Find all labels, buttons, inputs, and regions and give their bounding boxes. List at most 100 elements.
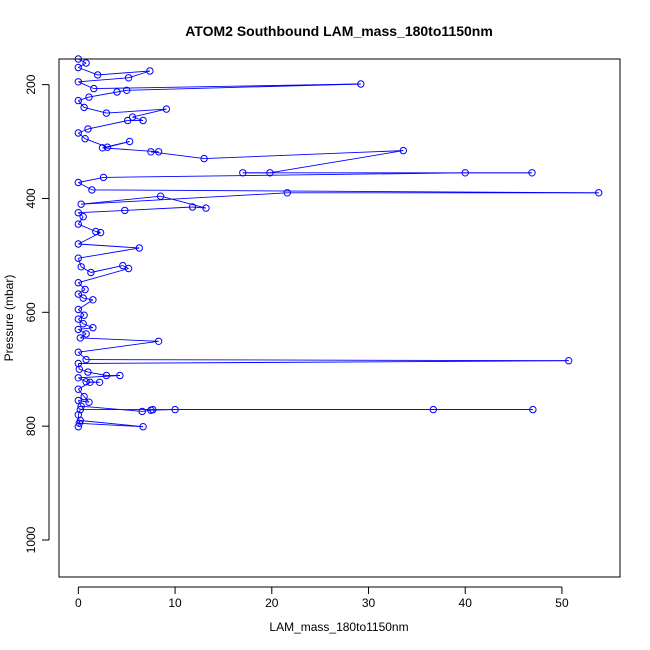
series-segment	[93, 83, 361, 90]
data-point	[82, 59, 90, 67]
x-tick-label: 20	[265, 596, 279, 610]
data-point	[399, 146, 407, 155]
data-point	[146, 67, 154, 75]
series-segment	[78, 360, 569, 364]
series-segment	[107, 141, 130, 148]
series-segment	[77, 216, 84, 225]
data-point	[529, 405, 537, 414]
data-point	[102, 109, 111, 117]
series-segment	[79, 422, 144, 428]
data-point	[74, 63, 83, 72]
series-segment	[132, 108, 167, 118]
data-point	[80, 103, 88, 112]
series-segment	[103, 172, 466, 178]
series-segment	[78, 381, 91, 390]
data-point	[84, 368, 92, 376]
data-point	[138, 407, 146, 416]
data-point	[85, 93, 93, 101]
series-segment	[78, 299, 94, 310]
data-point	[429, 405, 437, 414]
series-segment	[95, 231, 101, 234]
series-segment	[78, 327, 93, 330]
plot-area	[74, 55, 603, 431]
series-segment	[150, 151, 205, 160]
x-axis: 0 10 20 30 40 50	[75, 586, 569, 610]
series-segment	[132, 116, 144, 121]
data-point	[99, 173, 108, 182]
series-segment	[78, 377, 87, 383]
series-segment	[81, 405, 143, 412]
data-point	[77, 263, 85, 271]
series-segment	[78, 77, 129, 83]
series-segment	[78, 268, 129, 284]
data-point	[74, 359, 83, 368]
data-point	[154, 148, 163, 156]
data-point	[147, 148, 155, 156]
series-segment	[78, 182, 93, 191]
y-tick-label: 800	[24, 416, 38, 436]
data-point	[528, 169, 536, 177]
data-point	[121, 206, 129, 215]
series-segment	[77, 282, 86, 290]
series-segment	[83, 323, 94, 329]
data-point	[74, 129, 83, 137]
series-segment	[78, 81, 94, 90]
data-point	[82, 330, 90, 338]
y-tick-label: 600	[24, 302, 38, 322]
y-axis-label: Pressure (mbar)	[2, 275, 16, 362]
series-segment	[102, 147, 159, 153]
x-tick-label: 10	[168, 596, 182, 610]
data-point	[119, 261, 127, 270]
series-segment	[78, 128, 89, 134]
data-point	[139, 116, 147, 125]
series-segment	[77, 258, 82, 267]
data-point	[266, 169, 274, 177]
series-segment	[78, 58, 87, 64]
data-point	[76, 405, 85, 414]
data-point	[87, 268, 95, 277]
series-segment	[78, 243, 140, 249]
series-segment	[124, 206, 193, 211]
data-point	[88, 186, 96, 194]
y-axis: 200 400 600 800 1000	[24, 74, 50, 553]
data-point	[74, 78, 83, 86]
series-segment	[77, 388, 85, 397]
series-segment	[150, 409, 176, 411]
data-point	[147, 406, 155, 414]
series-segment	[78, 340, 159, 353]
data-point	[74, 411, 83, 419]
series-segment	[90, 265, 123, 273]
series-segment	[83, 297, 93, 301]
series-segment	[78, 96, 90, 102]
data-point	[171, 405, 179, 414]
data-point	[74, 396, 83, 405]
data-point	[79, 294, 87, 302]
series-segment	[83, 396, 90, 403]
data-point	[124, 264, 133, 273]
data-point	[81, 135, 89, 143]
x-tick-label: 40	[459, 596, 473, 610]
data-point	[188, 203, 197, 211]
data-point	[74, 178, 83, 187]
data-point	[77, 402, 85, 410]
y-tick-label: 400	[24, 188, 38, 208]
y-tick-label: 1000	[24, 526, 38, 553]
series-segment	[77, 351, 87, 360]
data-point	[200, 154, 208, 163]
data-point	[156, 192, 165, 200]
data-point	[135, 244, 144, 252]
series-segment	[77, 414, 80, 424]
series-segment	[78, 132, 86, 140]
data-point	[103, 143, 112, 151]
data-point	[74, 325, 83, 334]
data-point	[357, 80, 365, 88]
series-segment	[269, 150, 404, 174]
data-point	[102, 371, 111, 380]
data-point	[74, 348, 83, 356]
series-segment	[79, 368, 89, 373]
data-point	[74, 220, 83, 228]
data-point	[74, 254, 83, 262]
data-point	[77, 200, 85, 208]
data-point	[113, 88, 121, 96]
